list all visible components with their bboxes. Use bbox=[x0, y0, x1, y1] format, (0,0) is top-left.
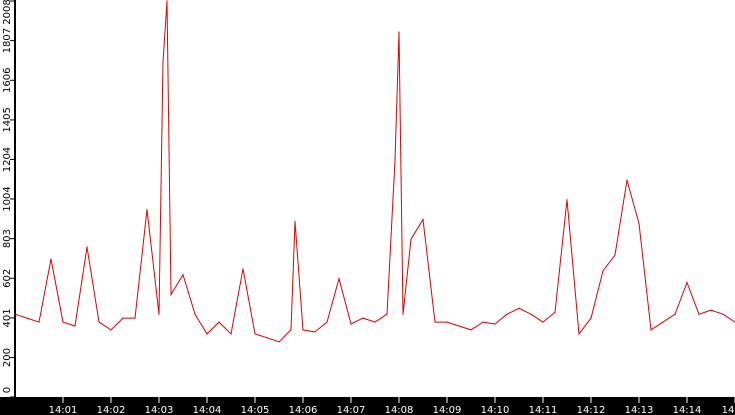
y-tick-label: 803 bbox=[2, 229, 13, 248]
data-point bbox=[590, 317, 592, 319]
data-point bbox=[314, 331, 316, 333]
data-point bbox=[86, 246, 88, 248]
series-line bbox=[14, 0, 735, 343]
x-tick-label: 14:03 bbox=[145, 405, 174, 415]
data-point bbox=[542, 321, 544, 323]
data-point bbox=[122, 317, 124, 319]
x-axis-band bbox=[0, 397, 735, 415]
data-point bbox=[506, 313, 508, 315]
data-point bbox=[326, 321, 328, 323]
data-point bbox=[166, 0, 168, 2]
data-point bbox=[50, 258, 52, 260]
y-tick-label: 1204 bbox=[2, 147, 13, 172]
data-point bbox=[518, 307, 520, 309]
data-point bbox=[294, 220, 296, 223]
data-point bbox=[398, 31, 400, 33]
data-point bbox=[530, 313, 532, 315]
data-point bbox=[386, 313, 388, 315]
data-point bbox=[578, 333, 580, 335]
data-point bbox=[146, 209, 148, 211]
x-tick-label: 14 bbox=[722, 405, 735, 415]
data-point bbox=[242, 268, 244, 270]
data-point bbox=[722, 313, 724, 315]
data-point bbox=[182, 274, 184, 276]
data-point bbox=[458, 325, 460, 327]
data-point bbox=[494, 323, 496, 325]
data-point bbox=[290, 329, 292, 331]
data-point bbox=[170, 293, 172, 296]
y-tick-label: 200 bbox=[2, 348, 13, 367]
data-point bbox=[446, 321, 448, 323]
data-point bbox=[650, 329, 652, 331]
data-point bbox=[614, 254, 616, 256]
x-tick-label: 14:04 bbox=[193, 405, 222, 415]
data-point bbox=[218, 321, 220, 323]
data-point bbox=[626, 179, 628, 181]
x-tick-label: 14:02 bbox=[97, 405, 126, 415]
y-tick-label: 1004 bbox=[2, 186, 13, 211]
x-tick-label: 14:08 bbox=[385, 405, 414, 415]
x-axis-ticks: 14:01 14:02 14:03 14:04 14:05 14:06 14:07 14:08… bbox=[49, 397, 735, 415]
data-point bbox=[710, 309, 712, 311]
data-point bbox=[686, 282, 688, 284]
x-tick-label: 14:05 bbox=[241, 405, 270, 415]
data-point bbox=[162, 61, 164, 63]
data-point bbox=[674, 313, 676, 315]
data-point bbox=[14, 313, 16, 315]
data-point bbox=[38, 321, 40, 323]
x-tick-label: 14:11 bbox=[529, 405, 558, 415]
data-point bbox=[134, 317, 136, 319]
data-point bbox=[422, 218, 424, 221]
data-point bbox=[206, 333, 208, 335]
data-point bbox=[410, 238, 412, 240]
y-tick-label: 1807 bbox=[2, 28, 13, 53]
data-point bbox=[350, 323, 352, 325]
x-tick-label: 14:07 bbox=[337, 405, 366, 415]
data-point bbox=[26, 317, 28, 319]
x-tick-label: 14:14 bbox=[673, 405, 702, 415]
data-point bbox=[194, 313, 196, 315]
y-tick-label: 1606 bbox=[2, 68, 13, 93]
data-point bbox=[402, 313, 404, 315]
x-tick-label: 14:10 bbox=[481, 405, 510, 415]
data-point bbox=[74, 325, 76, 327]
data-point bbox=[266, 337, 268, 339]
y-axis-ticks: 0 200 401 602 803 1004 1204 1405 1606 1807 2008 bbox=[2, 0, 15, 398]
data-point bbox=[698, 313, 700, 315]
data-point bbox=[554, 311, 556, 313]
data-point bbox=[470, 329, 472, 331]
y-tick-label: 0 bbox=[2, 387, 13, 393]
data-point bbox=[338, 278, 340, 280]
data-point bbox=[434, 321, 436, 323]
x-tick-label: 14:01 bbox=[49, 405, 78, 415]
data-point bbox=[482, 321, 484, 323]
data-point bbox=[362, 317, 364, 319]
y-tick-label: 2008 bbox=[2, 0, 13, 25]
data-point bbox=[230, 333, 232, 335]
x-tick-label: 14:13 bbox=[625, 405, 654, 415]
x-tick-label: 14:12 bbox=[577, 405, 606, 415]
x-tick-label: 14:09 bbox=[433, 405, 462, 415]
data-point bbox=[302, 329, 304, 331]
data-point bbox=[254, 333, 256, 335]
data-point bbox=[110, 329, 112, 331]
data-point bbox=[158, 313, 160, 315]
data-point bbox=[394, 159, 396, 161]
data-point bbox=[566, 199, 568, 201]
data-point bbox=[62, 321, 64, 323]
data-point bbox=[662, 321, 664, 323]
series-layer bbox=[14, 0, 735, 343]
data-point bbox=[602, 270, 604, 272]
data-point bbox=[98, 321, 100, 323]
data-point bbox=[374, 321, 376, 323]
y-tick-label: 602 bbox=[2, 269, 13, 288]
y-tick-label: 1405 bbox=[2, 107, 13, 132]
y-tick-label: 401 bbox=[2, 308, 13, 327]
data-point bbox=[638, 222, 640, 225]
data-point bbox=[278, 341, 280, 343]
x-tick-label: 14:06 bbox=[289, 405, 318, 415]
